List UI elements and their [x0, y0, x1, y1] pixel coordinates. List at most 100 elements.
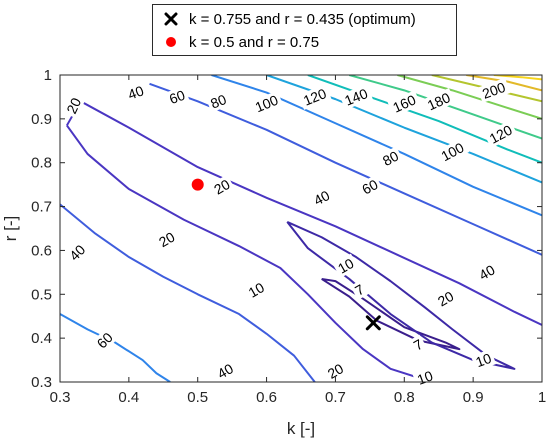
contour-label-background [123, 81, 149, 104]
contour-label-background [208, 174, 235, 200]
contour-label: 10 [335, 255, 357, 277]
x-tick-label: 0.4 [118, 389, 139, 406]
contour-label-background [473, 260, 501, 285]
contour-label-group: 10 [412, 366, 438, 389]
contour-label-group: 10 [470, 348, 497, 372]
contour-label-background [322, 358, 349, 384]
point-marker [191, 178, 204, 191]
contour-label: 80 [380, 148, 401, 170]
legend-label-optimum: k = 0.755 and r = 0.435 (optimum) [189, 10, 416, 28]
contour-label-background [91, 327, 118, 354]
contour-label-group: 20 [322, 358, 349, 384]
x-tick-label: 0.3 [50, 389, 71, 406]
y-tick-label: 0.6 [31, 242, 52, 259]
contour-label-group: 10 [243, 277, 270, 303]
contour-label: 40 [476, 261, 498, 283]
y-axis-label: r [-] [1, 216, 20, 242]
contour-label: 40 [215, 360, 237, 382]
y-tick-label: 1 [44, 67, 52, 84]
contour-label: 20 [63, 95, 84, 116]
contour-label-group: 60 [164, 85, 190, 109]
contour-label-background [477, 77, 511, 103]
contour-label-background [153, 227, 180, 252]
y-tick-label: 0.8 [31, 155, 52, 172]
contour-label-background [64, 239, 91, 266]
contour-label-background [432, 286, 459, 311]
contour-label: 40 [126, 82, 146, 102]
contour-label-background [421, 88, 456, 115]
contour-label-background [435, 137, 470, 166]
contour-label: 10 [415, 367, 435, 387]
contour-line-140 [397, 75, 542, 120]
contour-label-group: 40 [123, 81, 149, 104]
contour-line-7 [321, 277, 461, 351]
contour-label-background [205, 89, 232, 113]
contour-label-group: 20 [208, 174, 235, 200]
contour-line-40 [60, 203, 316, 382]
x-tick-label: 0.5 [187, 389, 208, 406]
contour-label-group: 80 [205, 89, 232, 113]
contour-label-background [412, 366, 438, 389]
contour-label-background [249, 90, 284, 117]
plot-frame [59, 74, 543, 383]
contour-label-background [483, 120, 518, 149]
contour-label: 10 [473, 350, 493, 370]
contour-label: 60 [359, 176, 380, 198]
legend-label-point: k = 0.5 and r = 0.75 [189, 33, 320, 51]
contour-label-group: 10 [332, 253, 359, 278]
contour-label-background [332, 253, 359, 278]
contour-label-group: 40 [473, 260, 501, 285]
x-marker-icon [161, 9, 181, 29]
contour-line-100 [307, 75, 542, 164]
contour-label-background [212, 358, 239, 384]
contour-label-background [308, 185, 335, 210]
contour-label-group: 40 [212, 358, 239, 384]
contour-line-180 [466, 75, 542, 92]
contour-line-20 [66, 124, 433, 382]
contour-label-background [408, 334, 428, 355]
contour-label: 20 [435, 288, 457, 310]
contour-label-background [387, 90, 422, 117]
contour-line-60 [60, 313, 171, 382]
optimum-marker [365, 315, 381, 331]
contour-label-group: 40 [308, 185, 335, 210]
contour-line-200 [493, 75, 542, 81]
contour-label: 20 [211, 176, 233, 198]
contour-label: 20 [156, 229, 178, 251]
contour-label: 200 [480, 79, 508, 102]
contour-label-background [243, 277, 270, 303]
y-tick-label: 0.7 [31, 199, 52, 216]
contour-label-group: 60 [356, 174, 383, 199]
contour-label: 60 [167, 87, 187, 107]
x-tick-label: 0.8 [394, 389, 415, 406]
contour-label-group: 20 [432, 286, 459, 311]
contour-label: 10 [245, 279, 267, 301]
contour-label: 80 [208, 91, 229, 112]
contour-line-60 [211, 75, 542, 217]
x-tick-label: 0.9 [463, 389, 484, 406]
contour-label-background [339, 83, 373, 110]
contour-label-background [377, 146, 404, 171]
contour-label-group: 20 [153, 227, 180, 252]
y-tick-label: 0.4 [31, 330, 52, 347]
contour-label-background [350, 279, 369, 300]
contour-line-20 [66, 100, 542, 326]
contour-line-40 [149, 82, 542, 256]
legend-item-point: k = 0.5 and r = 0.75 [161, 31, 319, 53]
contour-label: 40 [311, 187, 332, 209]
contour-label-group: 200 [477, 77, 511, 103]
contour-label: 20 [325, 360, 347, 382]
contour-label-group: 7 [408, 334, 428, 355]
x-tick-label: 0.7 [325, 389, 346, 406]
contour-label-group: 20 [62, 92, 86, 119]
legend: k = 0.755 and r = 0.435 (optimum) k = 0.… [152, 4, 457, 56]
contour-label-group: 7 [350, 279, 369, 300]
y-tick-label: 0.5 [31, 286, 52, 303]
red-dot-icon [161, 32, 181, 52]
contour-label-background [298, 83, 332, 110]
x-axis-label: k [-] [287, 419, 315, 438]
contour-label-group: 60 [91, 327, 118, 354]
y-tick-label: 0.3 [31, 374, 52, 391]
contour-label-group: 40 [64, 239, 91, 266]
